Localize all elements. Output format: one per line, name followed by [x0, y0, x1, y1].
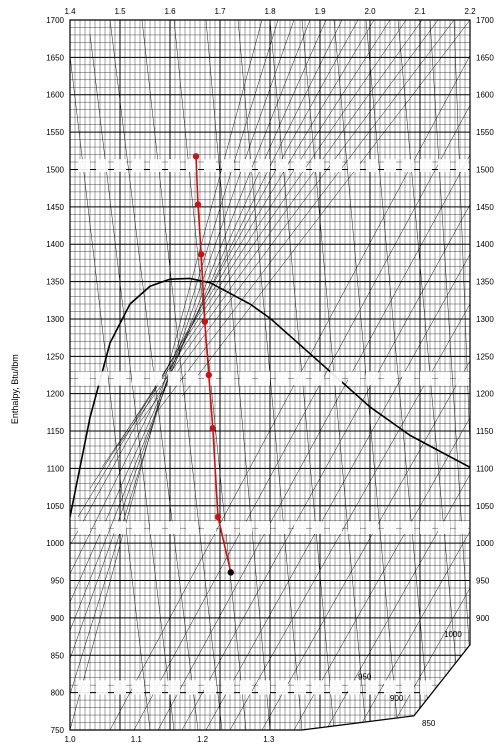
y-left-tick-label: 1700 — [46, 16, 64, 25]
y-right-tick-label: 900 — [390, 694, 404, 703]
x-top-tick-label: 2.0 — [364, 7, 376, 16]
y-right-tick-label: 1050 — [476, 502, 494, 511]
x-bottom-tick-label: 1.2 — [197, 735, 209, 744]
chart-svg: 750 800 850 900 950 1000 1050 1100 1150 1200 1250 1… — [0, 0, 500, 756]
y-right-tick-label: 1200 — [476, 390, 494, 399]
x-top-tick-label: 1.6 — [164, 7, 176, 16]
y-left-tick-label: 1250 — [46, 352, 64, 361]
y-right-tick-label: 1700 — [476, 16, 494, 25]
process-point — [193, 153, 199, 159]
y-right-tick-label: 900 — [476, 614, 490, 623]
y-right-tick-label: 1550 — [476, 128, 494, 137]
y-left-tick-label: 800 — [51, 689, 65, 698]
mollier-chart: 750 800 850 900 950 1000 1050 1100 1150 1200 1250 1… — [0, 0, 500, 756]
y-left-tick-label: 950 — [51, 577, 65, 586]
y-left-tick-label: 1600 — [46, 91, 64, 100]
y-right-tick-label: 1350 — [476, 278, 494, 287]
x-top-tick-label: 1.9 — [314, 7, 326, 16]
y-left-tick-label: 1000 — [46, 539, 64, 548]
y-left-tick-label: 1650 — [46, 53, 64, 62]
x-top-tick-label: 1.5 — [114, 7, 126, 16]
y-right-tick-label: 950 — [476, 577, 490, 586]
y-right-tick-label: 1650 — [476, 53, 494, 62]
y-right-tick-label: 1500 — [476, 165, 494, 174]
x-top-tick-label: 2.1 — [414, 7, 426, 16]
y-axis-label: Enthalpy, Btu/lbm — [10, 354, 20, 424]
x-bottom-tick-label: 1.3 — [263, 735, 275, 744]
y-left-tick-label: 1100 — [47, 464, 65, 473]
x-top-tick-label: 2.2 — [464, 7, 476, 16]
process-point — [195, 201, 201, 207]
x-bottom-tick-label: 1.0 — [64, 735, 76, 744]
y-left-tick-label: 1450 — [46, 203, 64, 212]
y-left-tick-label: 1400 — [46, 240, 64, 249]
y-left-tick-label: 1150 — [47, 427, 65, 436]
y-right-tick-label: 850 — [422, 719, 436, 728]
process-point — [202, 319, 208, 325]
x-top-tick-label: 1.8 — [264, 7, 276, 16]
process-point — [210, 425, 216, 431]
y-right-tick-label: 1100 — [476, 464, 494, 473]
y-right-tick-label: 1250 — [476, 352, 494, 361]
y-right-tick-label: 950 — [358, 673, 372, 682]
y-right-tick-label: 1000 — [444, 630, 462, 639]
process-point — [198, 251, 204, 257]
y-left-tick-label: 1500 — [46, 165, 64, 174]
y-right-tick-label: 1000 — [476, 539, 494, 548]
y-right-tick-label: 1150 — [476, 427, 494, 436]
y-left-tick-label: 1200 — [46, 390, 64, 399]
x-top-tick-label: 1.4 — [64, 7, 76, 16]
y-left-tick-label: 1300 — [46, 315, 64, 324]
process-point — [228, 569, 234, 575]
y-right-tick-label: 1400 — [476, 240, 494, 249]
process-point — [215, 514, 221, 520]
y-left-tick-label: 850 — [51, 651, 65, 660]
y-left-tick-label: 750 — [51, 726, 65, 735]
y-left-tick-label: 1550 — [46, 128, 64, 137]
process-point — [206, 372, 212, 378]
y-left-tick-label: 900 — [51, 614, 65, 623]
x-bottom-tick-label: 1.1 — [131, 735, 143, 744]
y-right-tick-label: 1300 — [476, 315, 494, 324]
y-right-tick-label: 1450 — [476, 203, 494, 212]
x-top-tick-label: 1.7 — [214, 7, 226, 16]
y-left-tick-label: 1350 — [46, 278, 64, 287]
y-right-tick-label: 1600 — [476, 91, 494, 100]
y-left-tick-label: 1050 — [46, 502, 64, 511]
